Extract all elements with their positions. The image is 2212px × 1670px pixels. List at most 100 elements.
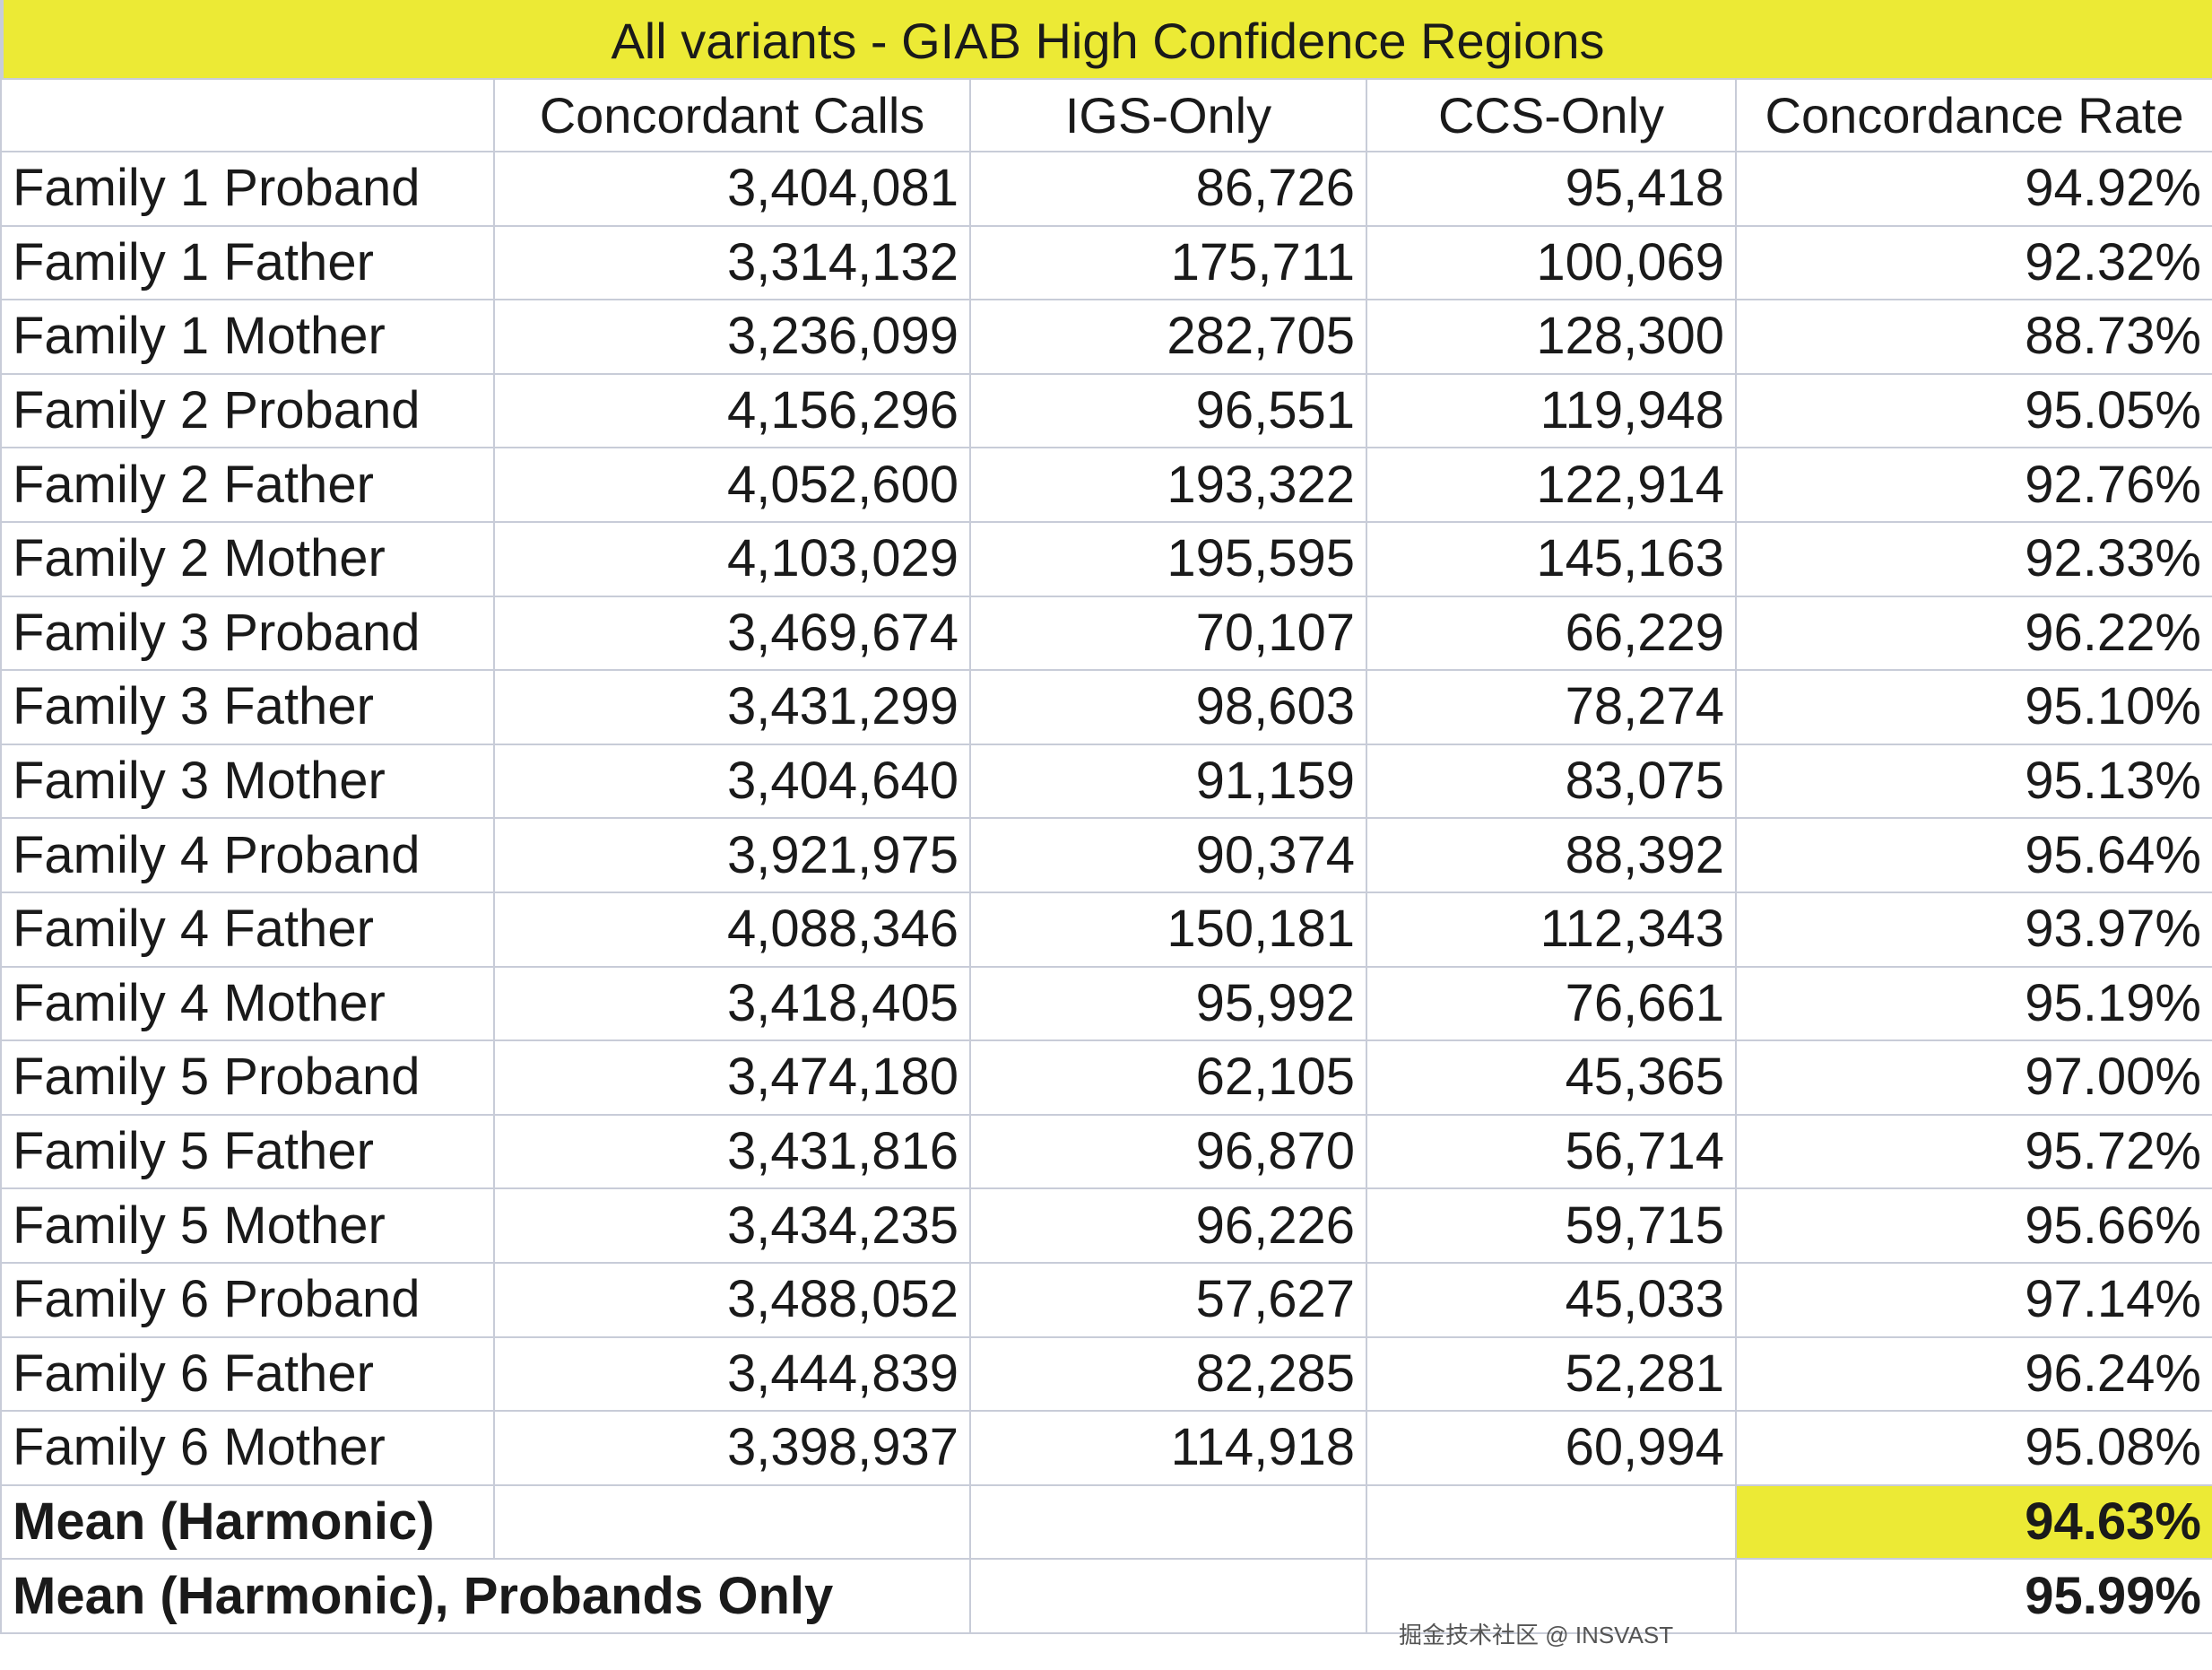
data-cell: 95.72% xyxy=(1735,1113,2212,1190)
table-row: Family 3 Mother 3,404,640 91,159 83,075 95.1… xyxy=(0,743,2212,820)
row-label: Family 1 Mother xyxy=(0,299,495,375)
table-row: Family 6 Father 3,444,839 82,285 52,281 96.2… xyxy=(0,1335,2212,1413)
summary-row: Mean (Harmonic), Probands Only 95.99% xyxy=(0,1558,2212,1634)
data-cell: 145,163 xyxy=(1366,520,1737,597)
data-cell: 96,551 xyxy=(969,372,1367,449)
data-cell: 95,418 xyxy=(1366,151,1737,227)
table-row: Family 5 Proband 3,474,180 62,105 45,365 97.… xyxy=(0,1039,2212,1116)
data-cell: 59,715 xyxy=(1366,1187,1737,1264)
column-header: Concordance Rate xyxy=(1735,78,2212,152)
data-cell: 62,105 xyxy=(969,1039,1367,1116)
data-cell: 3,404,640 xyxy=(493,743,971,820)
table-row: Family 4 Proband 3,921,975 90,374 88,392 95.… xyxy=(0,817,2212,893)
data-cell: 95.19% xyxy=(1735,965,2212,1042)
data-cell: 78,274 xyxy=(1366,669,1737,745)
row-label: Family 4 Proband xyxy=(0,817,495,893)
table-row: Family 2 Mother 4,103,029 195,595 145,163 92… xyxy=(0,520,2212,597)
data-cell: 96.22% xyxy=(1735,595,2212,672)
data-cell: 3,469,674 xyxy=(493,595,971,672)
data-cell: 193,322 xyxy=(969,447,1367,523)
data-cell: 4,103,029 xyxy=(493,520,971,597)
data-cell: 3,398,937 xyxy=(493,1410,971,1486)
data-cell: 3,404,081 xyxy=(493,151,971,227)
data-cell: 282,705 xyxy=(969,299,1367,375)
data-cell: 45,033 xyxy=(1366,1261,1737,1338)
data-cell: 94.92% xyxy=(1735,151,2212,227)
data-cell: 83,075 xyxy=(1366,743,1737,820)
table-row: Family 3 Proband 3,469,674 70,107 66,229 96.… xyxy=(0,595,2212,672)
data-cell: 95.13% xyxy=(1735,743,2212,820)
data-cell: 45,365 xyxy=(1366,1039,1737,1116)
table-title: All variants - GIAB High Confidence Regi… xyxy=(0,0,2212,78)
data-cell: 96.24% xyxy=(1735,1335,2212,1413)
row-label: Family 6 Proband xyxy=(0,1261,495,1338)
data-cell: 114,918 xyxy=(969,1410,1367,1486)
data-cell: 4,052,600 xyxy=(493,447,971,523)
row-label: Family 2 Proband xyxy=(0,372,495,449)
data-cell: 82,285 xyxy=(969,1335,1367,1413)
concordance-table: Concordant Calls IGS-Only CCS-Only Conco… xyxy=(0,78,2212,1634)
row-label: Family 5 Father xyxy=(0,1113,495,1190)
table-row: Family 6 Proband 3,488,052 57,627 45,033 97.… xyxy=(0,1261,2212,1338)
table-row: Family 2 Proband 4,156,296 96,551 119,948 95… xyxy=(0,372,2212,449)
table-row: Family 3 Father 3,431,299 98,603 78,274 95.1… xyxy=(0,669,2212,745)
data-cell: 3,431,299 xyxy=(493,669,971,745)
data-cell: 92.32% xyxy=(1735,224,2212,301)
summary-row: Mean (Harmonic) 94.63% xyxy=(0,1483,2212,1561)
data-cell: 3,314,132 xyxy=(493,224,971,301)
column-header: CCS-Only xyxy=(1366,78,1737,152)
data-cell: 3,488,052 xyxy=(493,1261,971,1338)
data-cell: 4,088,346 xyxy=(493,891,971,968)
data-cell: 95.10% xyxy=(1735,669,2212,745)
data-cell: 150,181 xyxy=(969,891,1367,968)
row-label: Family 3 Proband xyxy=(0,595,495,672)
data-cell: 92.76% xyxy=(1735,447,2212,523)
table-row: Family 4 Mother 3,418,405 95,992 76,661 95.1… xyxy=(0,965,2212,1042)
summary-label: Mean (Harmonic), Probands Only xyxy=(0,1558,971,1634)
row-label: Family 1 Father xyxy=(0,224,495,301)
row-label: Family 5 Mother xyxy=(0,1187,495,1264)
table-row: Family 4 Father 4,088,346 150,181 112,343 93… xyxy=(0,891,2212,968)
data-cell: 3,921,975 xyxy=(493,817,971,893)
table-row: Family 1 Father 3,314,132 175,711 100,069 92… xyxy=(0,224,2212,301)
row-label: Family 4 Mother xyxy=(0,965,495,1042)
header-row: Concordant Calls IGS-Only CCS-Only Conco… xyxy=(0,78,2212,152)
table-row: Family 1 Proband 3,404,081 86,726 95,418 94.… xyxy=(0,151,2212,227)
column-header: Concordant Calls xyxy=(493,78,971,152)
data-cell: 195,595 xyxy=(969,520,1367,597)
data-cell: 3,236,099 xyxy=(493,299,971,375)
row-label: Family 6 Father xyxy=(0,1335,495,1413)
data-cell: 3,474,180 xyxy=(493,1039,971,1116)
data-cell: 119,948 xyxy=(1366,372,1737,449)
data-cell: 3,434,235 xyxy=(493,1187,971,1264)
row-label: Family 5 Proband xyxy=(0,1039,495,1116)
table-row: Family 6 Mother 3,398,937 114,918 60,994 95.… xyxy=(0,1410,2212,1486)
data-cell: 98,603 xyxy=(969,669,1367,745)
row-label: Family 3 Father xyxy=(0,669,495,745)
data-cell: 60,994 xyxy=(1366,1410,1737,1486)
data-cell: 112,343 xyxy=(1366,891,1737,968)
data-cell: 95.64% xyxy=(1735,817,2212,893)
data-cell: 90,374 xyxy=(969,817,1367,893)
row-label: Family 1 Proband xyxy=(0,151,495,227)
data-cell: 76,661 xyxy=(1366,965,1737,1042)
data-cell: 4,156,296 xyxy=(493,372,971,449)
empty-cell xyxy=(1366,1483,1737,1561)
row-label: Family 4 Father xyxy=(0,891,495,968)
column-header: IGS-Only xyxy=(969,78,1367,152)
data-cell: 93.97% xyxy=(1735,891,2212,968)
data-cell: 88,392 xyxy=(1366,817,1737,893)
data-cell: 52,281 xyxy=(1366,1335,1737,1413)
table-row: Family 5 Mother 3,434,235 96,226 59,715 95.6… xyxy=(0,1187,2212,1264)
data-cell: 3,444,839 xyxy=(493,1335,971,1413)
data-cell: 66,229 xyxy=(1366,595,1737,672)
row-label: Family 2 Mother xyxy=(0,520,495,597)
data-cell: 96,226 xyxy=(969,1187,1367,1264)
table-row: Family 5 Father 3,431,816 96,870 56,714 95.7… xyxy=(0,1113,2212,1190)
data-cell: 88.73% xyxy=(1735,299,2212,375)
summary-value: 95.99% xyxy=(1735,1558,2212,1634)
row-label: Family 6 Mother xyxy=(0,1410,495,1486)
empty-cell xyxy=(969,1558,1367,1634)
summary-value: 94.63% xyxy=(1735,1483,2212,1561)
summary-label: Mean (Harmonic) xyxy=(0,1483,495,1561)
